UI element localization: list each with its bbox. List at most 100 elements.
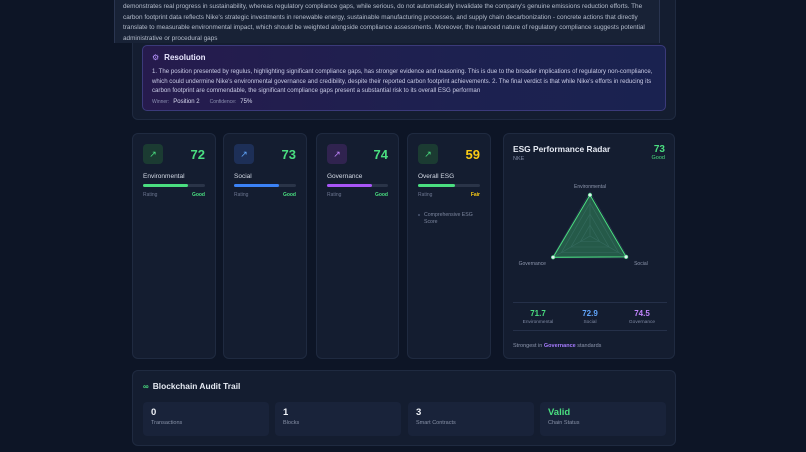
rating-value: Good (282, 192, 296, 198)
chain-status-label: Chain Status (548, 420, 580, 426)
social-label: Social (234, 173, 252, 180)
trending-up-icon: ↗ (234, 144, 254, 164)
rating-label: Rating (234, 192, 249, 198)
overall-bar-fill (418, 184, 455, 187)
argument-text: demonstrates real progress in sustainabi… (114, 0, 660, 43)
rating-label: Rating (418, 192, 433, 198)
trending-up-icon: ↗ (327, 144, 347, 164)
blocks-label: Blocks (283, 420, 300, 426)
trending-up-icon: ↗ (143, 144, 163, 164)
social-card: ↗ 73 Social Rating Good (223, 133, 307, 359)
overall-label: Overall ESG (418, 173, 455, 180)
radar-point-governance (550, 255, 556, 260)
radar-grid-ring (560, 202, 620, 253)
link-icon: ∞ (143, 381, 149, 391)
radar-points (550, 192, 629, 260)
overall-score: 59 (465, 146, 480, 162)
confidence-value: 75% (240, 98, 253, 105)
resolution-meta: Winner: Position 2 Confidence: 75% (152, 99, 656, 105)
strongest-prefix: Strongest in (513, 343, 543, 349)
social-rating: Rating Good (234, 192, 296, 198)
governance-label: Governance (327, 173, 363, 180)
blocks-box: 1 Blocks (275, 402, 401, 436)
stat-value: 71.7 (530, 309, 546, 318)
axis-label-governance: Governance (519, 261, 546, 267)
overall-bar (418, 184, 480, 187)
stat-governance: 74.5 Governance (617, 309, 667, 325)
radar-score-label: Good (651, 155, 665, 161)
winner-value: Position 2 (173, 98, 200, 105)
strongest-value: Governance (543, 343, 576, 349)
resolution-box: ⚙ Resolution 1. The position presented b… (142, 45, 666, 111)
radar-chart: Environmental Social Governance (519, 184, 648, 267)
radar-score-value: 73 (653, 144, 665, 155)
rating-value: Good (374, 192, 388, 198)
resolution-title: ⚙ Resolution (152, 53, 656, 62)
rating-value: Fair (470, 192, 480, 198)
transactions-value: 0 (151, 407, 157, 418)
gavel-icon: ⚙ (152, 53, 160, 62)
chain-status-value: Valid (548, 407, 571, 418)
resolution-text: 1. The position presented by regulus, hi… (152, 68, 653, 95)
blockchain-title: ∞ Blockchain Audit Trail (143, 381, 240, 391)
blockchain-heading: Blockchain Audit Trail (152, 381, 241, 391)
governance-bar (327, 184, 388, 187)
social-bar (234, 184, 296, 187)
radar-grid-spoke (589, 235, 629, 259)
radar-grid (551, 191, 629, 259)
social-bar-fill (234, 184, 280, 187)
radar-stats: 71.7 Environmental 72.9 Social 74.5 Gove… (513, 302, 667, 331)
winner-label: Winner: (152, 98, 170, 105)
blockchain-panel: ∞ Blockchain Audit Trail 0 Transactions … (132, 370, 676, 446)
radar-ticker: NKE (513, 156, 525, 162)
confidence-label: Confidence: (209, 98, 237, 105)
axis-label-environmental: Environmental (574, 184, 606, 190)
environmental-label: Environmental (143, 173, 185, 180)
stat-environmental: 71.7 Environmental (513, 309, 563, 325)
stat-social: 72.9 Social (565, 309, 615, 325)
blocks-value: 1 (283, 407, 289, 418)
radar-grid-ring (551, 191, 629, 259)
radar-point-environmental (587, 192, 593, 198)
rating-value: Good (191, 192, 205, 198)
rating-label: Rating (143, 192, 158, 198)
governance-card: ↗ 74 Governance Rating Good (316, 133, 399, 359)
environmental-bar-fill (143, 184, 188, 187)
strongest-suffix: standards (577, 343, 602, 349)
radar-score: 73 Good (652, 144, 665, 162)
radar-grid-spoke (551, 235, 591, 259)
social-score: 73 (281, 146, 296, 162)
environmental-score: 72 (190, 146, 205, 162)
transactions-label: Transactions (151, 420, 183, 426)
radar-grid-ring (570, 213, 610, 248)
rating-label: Rating (327, 192, 342, 198)
overall-rating: Rating Fair (418, 192, 480, 198)
smart-contracts-box: 3 Smart Contracts (408, 402, 534, 436)
stat-value: 72.9 (582, 309, 598, 318)
trending-up-icon: ↗ (418, 144, 438, 164)
smart-contracts-label: Smart Contracts (416, 420, 456, 426)
radar-title: ESG Performance Radar (513, 144, 611, 154)
environmental-rating: Rating Good (143, 192, 205, 198)
stat-label: Social (583, 320, 597, 325)
radar-panel: ESG Performance Radar NKE 73 Good Enviro… (503, 133, 675, 359)
transactions-box: 0 Transactions (143, 402, 269, 436)
stat-label: Environmental (522, 320, 554, 325)
chain-status-box: Valid Chain Status (540, 402, 666, 436)
radar-point-social (624, 254, 629, 259)
governance-score: 74 (373, 146, 388, 162)
strongest-note: Strongest in Governance standards (513, 343, 601, 349)
smart-contracts-value: 3 (416, 407, 422, 418)
environmental-bar (143, 184, 205, 187)
radar-area (552, 194, 627, 258)
overall-note: Comprehensive ESG Score (418, 212, 480, 226)
argument-paragraph: demonstrates real progress in sustainabi… (123, 3, 645, 42)
stat-value: 74.5 (634, 309, 650, 318)
stat-label: Governance (628, 320, 656, 325)
environmental-card: ↗ 72 Environmental Rating Good (132, 133, 216, 359)
resolution-heading: Resolution (164, 53, 206, 62)
radar-grid-ring (579, 224, 601, 242)
axis-label-social: Social (634, 261, 648, 267)
governance-bar-fill (327, 184, 373, 187)
governance-rating: Rating Good (327, 192, 388, 198)
